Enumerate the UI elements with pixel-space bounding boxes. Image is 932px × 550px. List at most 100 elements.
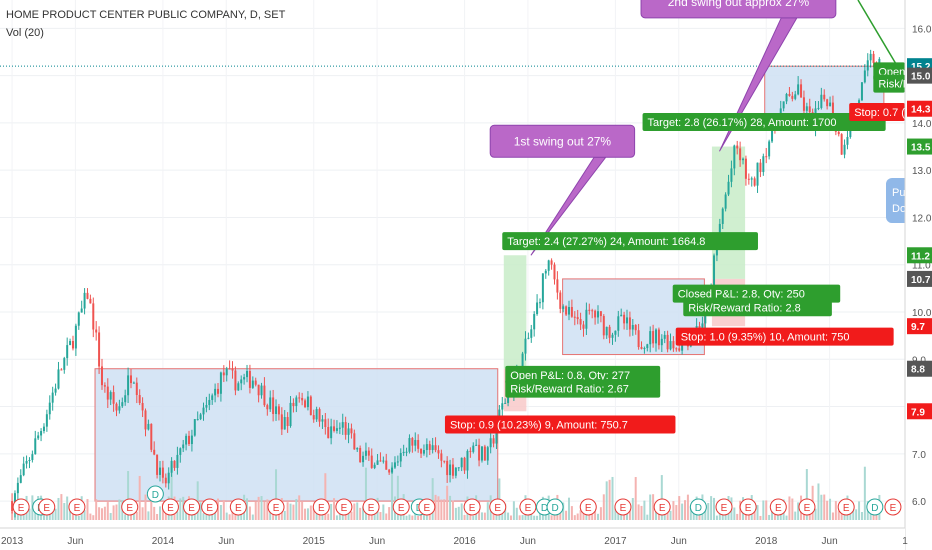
price-tag-box [907, 403, 932, 420]
volume-bar [231, 509, 234, 520]
price-tag: 7.9 [907, 403, 932, 420]
candle-body [802, 97, 805, 111]
label-box [849, 103, 905, 122]
event-marker[interactable]: E [418, 498, 436, 516]
chart-title: HOME PRODUCT CENTER PUBLIC COMPANY, D, S… [6, 9, 286, 21]
volume-bar [660, 475, 663, 520]
candle-body [71, 340, 74, 349]
position-label[interactable]: Risk/Reward Ratio: 2.67 [505, 379, 661, 398]
candle-body [74, 325, 77, 349]
event-marker[interactable]: E [798, 498, 816, 516]
candle-body [483, 446, 486, 461]
annotation-note[interactable]: 1st swing out 27% [489, 124, 636, 256]
event-marker[interactable]: D [546, 498, 564, 516]
position-label[interactable]: Target: 2.8 (26.17%) 28, Amount: 1700 [642, 112, 886, 131]
event-marker[interactable]: E [715, 498, 733, 516]
candle-body [794, 94, 797, 99]
volume-bar [646, 514, 649, 520]
position-label[interactable]: Open P&L: 0.8, Qty: 277 [505, 365, 661, 384]
candle-body [19, 475, 22, 483]
position-label[interactable]: Stop: 1.0 (9.35%) 10, Amount: 750 [675, 327, 894, 346]
candle-body [48, 402, 51, 415]
event-marker[interactable]: E [161, 498, 179, 516]
candle-body [318, 409, 321, 422]
event-marker[interactable]: E [38, 498, 56, 516]
floating-event-marker[interactable]: D [146, 485, 164, 503]
event-marker[interactable]: E [579, 498, 597, 516]
position-label[interactable]: Stop: 0.7 (4.6 [849, 103, 920, 122]
event-marker[interactable]: E [201, 498, 219, 516]
volume-bar [422, 510, 425, 520]
candle-body [466, 450, 469, 471]
event-marker[interactable]: E [12, 498, 30, 516]
volume-bar [507, 512, 510, 520]
candle-body [185, 435, 188, 445]
candle-body [449, 464, 452, 476]
annotation-note[interactable]: 2nd swing out approx 27% [640, 0, 837, 152]
candle-body [808, 106, 811, 113]
volume-bar [234, 512, 237, 520]
event-marker[interactable]: E [68, 498, 86, 516]
event-marker[interactable]: E [884, 498, 902, 516]
label-text: Closed P&L: 2.8, Qty: 250 [678, 289, 805, 301]
position-label[interactable]: Target: 2.4 (27.27%) 24, Amount: 1664.8 [502, 232, 758, 251]
event-letter: D [541, 503, 548, 514]
position-label[interactable]: Stop: 0.9 (10.23%) 9, Amount: 750.7 [444, 415, 676, 434]
event-marker[interactable]: E [769, 498, 787, 516]
event-marker[interactable]: E [463, 498, 481, 516]
event-circle [653, 498, 671, 516]
candle-body [504, 402, 507, 404]
candle-body [106, 386, 109, 400]
volume-bar [460, 503, 463, 520]
event-letter: E [368, 503, 375, 514]
event-marker[interactable]: D [866, 498, 884, 516]
event-marker[interactable]: E [121, 498, 139, 516]
candle-body [211, 395, 214, 400]
event-marker[interactable]: E [183, 498, 201, 516]
candle-body [100, 366, 103, 386]
candle-body [42, 426, 45, 432]
volume-bar [446, 485, 449, 520]
label-text: Risk/Reward Ratio: 2.8 [688, 302, 801, 314]
event-marker[interactable]: E [837, 498, 855, 516]
x-tick-label: 1 [902, 536, 908, 547]
event-marker[interactable]: E [312, 498, 330, 516]
event-marker[interactable]: E [229, 498, 247, 516]
event-marker[interactable]: E [519, 498, 537, 516]
candle-body [103, 385, 106, 387]
event-marker[interactable]: E [653, 498, 671, 516]
volume-bar [286, 502, 289, 520]
event-marker[interactable]: E [489, 498, 507, 516]
candle-body [672, 341, 675, 349]
candle-body [866, 60, 869, 71]
candle-body [771, 122, 774, 142]
volume-bar [219, 504, 222, 520]
event-marker[interactable]: E [335, 498, 353, 516]
event-markers[interactable]: EDEEEEEEEEEEEEDEEEEDDEEEDEEEEEDED [12, 485, 902, 516]
event-marker[interactable]: E [614, 498, 632, 516]
event-marker[interactable]: E [267, 498, 285, 516]
candle-body [231, 368, 234, 371]
volume-bar [573, 515, 576, 520]
candle-body [373, 464, 376, 468]
candle-body [83, 292, 86, 309]
volume-bar [260, 496, 263, 520]
candle-body [95, 329, 98, 333]
candle-body [782, 101, 785, 109]
event-marker[interactable]: D [689, 498, 707, 516]
event-marker[interactable]: E [739, 498, 757, 516]
volume-bar [457, 506, 460, 520]
candle-body [121, 402, 124, 407]
volume-bar [225, 512, 228, 520]
annotation-notes[interactable]: 1st swing out 27% 2nd swing out approx 27… [489, 0, 916, 256]
candle-body [324, 419, 327, 427]
event-circle [463, 498, 481, 516]
position-labels[interactable]: Target: 2.4 (27.27%) 24, Amount: 1664.8 O… [444, 62, 925, 434]
event-letter: E [890, 503, 897, 514]
event-marker[interactable]: E [392, 498, 410, 516]
position-label[interactable]: Closed P&L: 2.8, Qty: 250 [672, 284, 841, 303]
position-label[interactable]: Risk/Reward Ratio: 2.8 [683, 298, 832, 317]
event-letter: E [188, 503, 195, 514]
event-marker[interactable]: E [362, 498, 380, 516]
